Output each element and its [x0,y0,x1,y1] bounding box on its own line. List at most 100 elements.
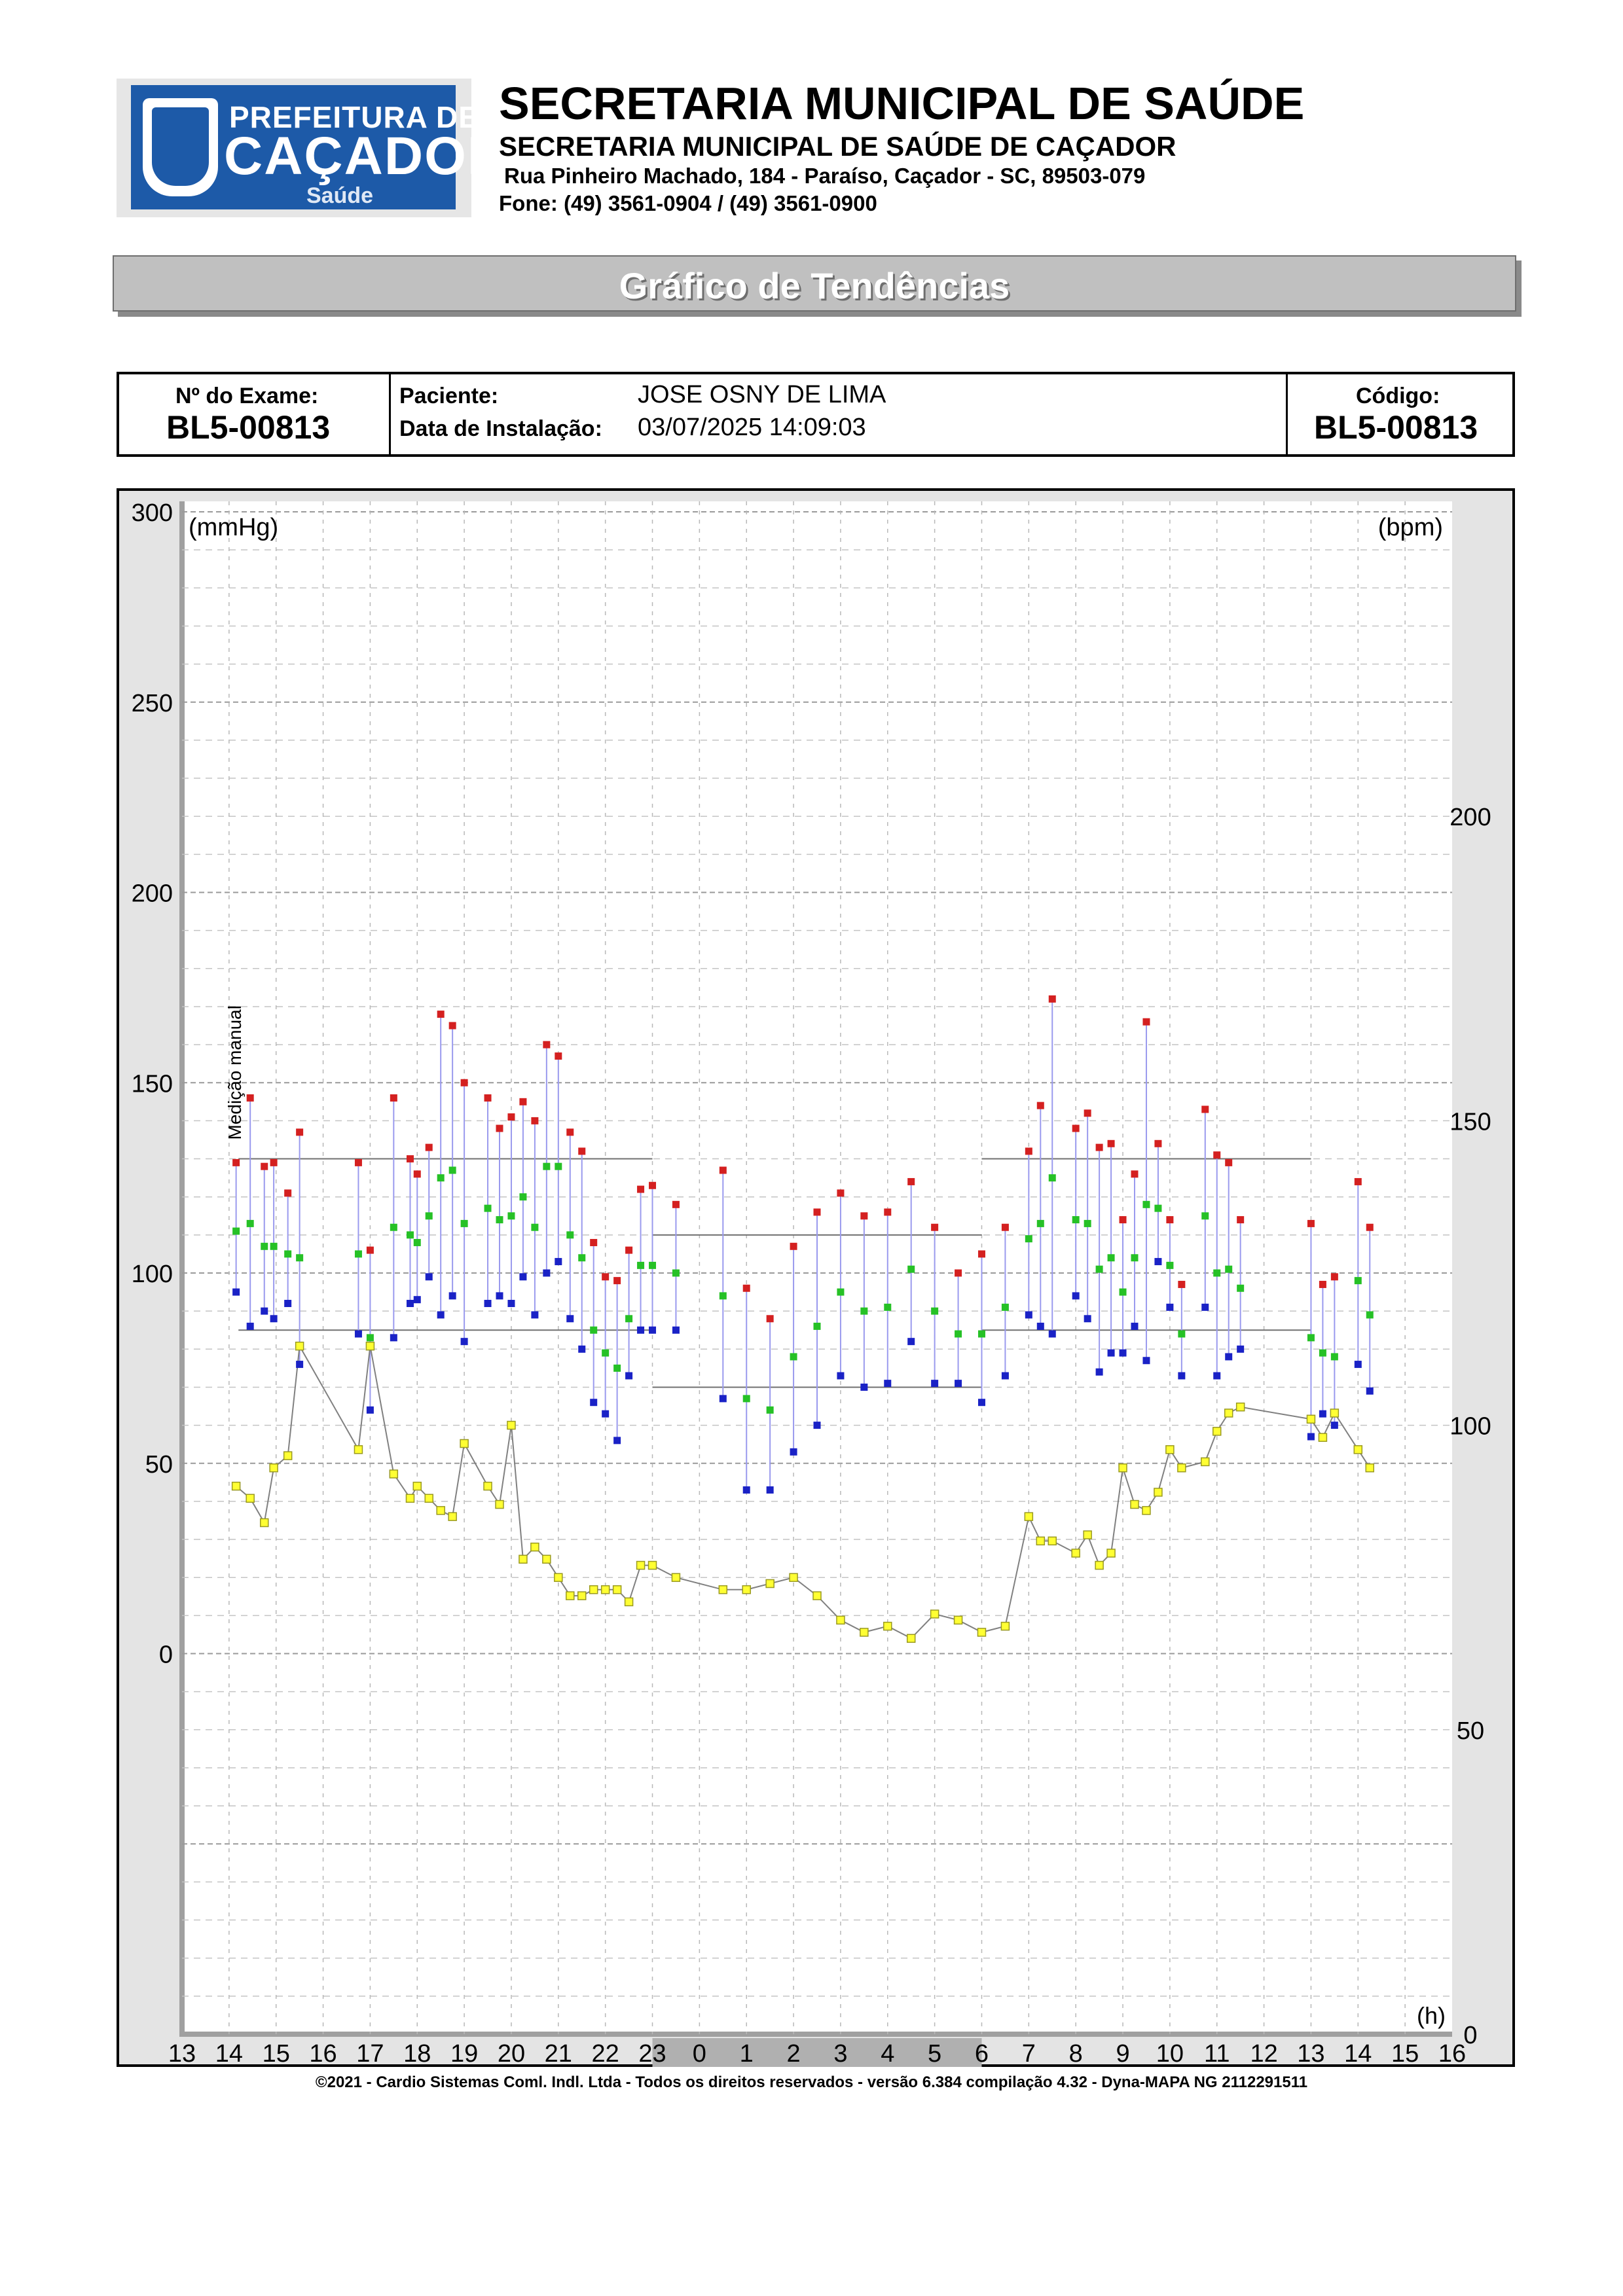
diastolic-point [590,1399,598,1407]
mean-point [907,1265,915,1273]
mean-point [719,1292,727,1300]
x-tick-label: 13 [1297,2040,1324,2067]
mean-point [1119,1288,1127,1296]
systolic-point [354,1158,362,1166]
mean-point [543,1162,551,1170]
crest-icon [143,98,218,196]
mean-point [860,1307,868,1315]
mean-point [766,1406,774,1414]
systolic-point [448,1022,456,1030]
systolic-point [1354,1177,1362,1185]
systolic-point [790,1242,797,1250]
diastolic-point [649,1326,657,1334]
right-tick-label: 0 [1463,2022,1477,2049]
mean-point [590,1326,598,1334]
diastolic-point [496,1292,503,1300]
report-title-bar: Gráfico de Tendências [113,255,1516,312]
x-tick-label: 19 [450,2040,478,2067]
systolic-point [1131,1170,1139,1178]
heart-rate-point [448,1512,457,1521]
mean-point [602,1349,610,1357]
mean-point [1025,1235,1032,1243]
systolic-point [1072,1124,1080,1132]
mean-point [1330,1353,1338,1361]
mean-point [1154,1204,1162,1212]
heart-rate-point [600,1585,610,1594]
systolic-point [1084,1109,1091,1117]
x-tick-label: 15 [1391,2040,1419,2067]
systolic-point [884,1208,892,1216]
code-value: BL5-00813 [1314,409,1478,446]
diastolic-point [1036,1322,1044,1330]
heart-rate-point [495,1499,504,1509]
heart-rate-point [1165,1445,1175,1454]
heart-rate-point [765,1579,775,1588]
diastolic-point [1237,1345,1245,1353]
code-cell: Código: BL5-00813 [1286,374,1514,454]
heart-rate-point [930,1609,939,1619]
mean-point [261,1242,268,1250]
mean-point [977,1330,985,1338]
mean-point [437,1174,445,1182]
systolic-point [1001,1223,1009,1231]
heart-rate-point [554,1573,563,1582]
x-tick-label: 22 [592,2040,619,2067]
heart-rate-point [718,1585,728,1594]
mean-point [884,1303,892,1311]
systolic-point [366,1246,374,1254]
systolic-point [1237,1216,1245,1224]
heart-rate-point [259,1518,269,1528]
mean-point [1366,1311,1374,1319]
diastolic-point [860,1383,868,1391]
systolic-point [1119,1216,1127,1224]
diastolic-point [1072,1292,1080,1300]
mean-point [1213,1269,1221,1277]
manual-measurement-annotation: Medição manual [225,1005,245,1139]
left-tick-label: 100 [132,1261,173,1288]
mean-point [1107,1254,1115,1262]
mean-point [1001,1303,1009,1311]
mean-point [366,1334,374,1342]
systolic-point [1201,1105,1209,1113]
mean-point [837,1288,845,1296]
systolic-point [625,1246,633,1254]
heart-rate-point [530,1542,539,1552]
systolic-point [1107,1139,1115,1147]
install-date-label: Data de Instalação: [399,416,602,441]
diastolic-point [719,1395,727,1403]
heart-rate-point [1142,1506,1151,1515]
mean-point [296,1254,304,1262]
left-unit-label: (mmHg) [189,514,278,541]
diastolic-point [1319,1410,1326,1418]
mean-point [1354,1277,1362,1285]
heart-rate-point [354,1445,363,1454]
diastolic-point [406,1300,414,1308]
diastolic-point [507,1300,515,1308]
diastolic-point [354,1330,362,1338]
mean-point [246,1219,254,1227]
diastolic-point [955,1380,962,1388]
diastolic-point [232,1288,240,1296]
x-tick-label: 23 [638,2040,666,2067]
diastolic-point [1166,1303,1174,1311]
systolic-point [649,1181,657,1189]
mean-point [448,1166,456,1174]
systolic-point [270,1158,278,1166]
mean-point [1084,1219,1091,1227]
heart-rate-point [1154,1488,1163,1497]
x-tick-label: 4 [881,2040,894,2067]
night-period-band [652,2038,982,2067]
heart-rate-point [812,1591,822,1600]
mean-point [672,1269,680,1277]
systolic-point [1048,995,1056,1003]
heart-rate-point [483,1481,492,1491]
systolic-point [413,1170,421,1178]
exam-number-cell: Nº do Exame: BL5-00813 [119,374,391,454]
heart-rate-point [624,1597,634,1607]
report-title: Gráfico de Tendências [619,265,1010,306]
prefeitura-logo: PREFEITURA DE CAÇADOR Saúde [117,79,506,217]
diastolic-point [602,1410,610,1418]
x-tick-label: 3 [833,2040,847,2067]
systolic-point [613,1277,621,1285]
heart-rate-point [953,1615,963,1625]
